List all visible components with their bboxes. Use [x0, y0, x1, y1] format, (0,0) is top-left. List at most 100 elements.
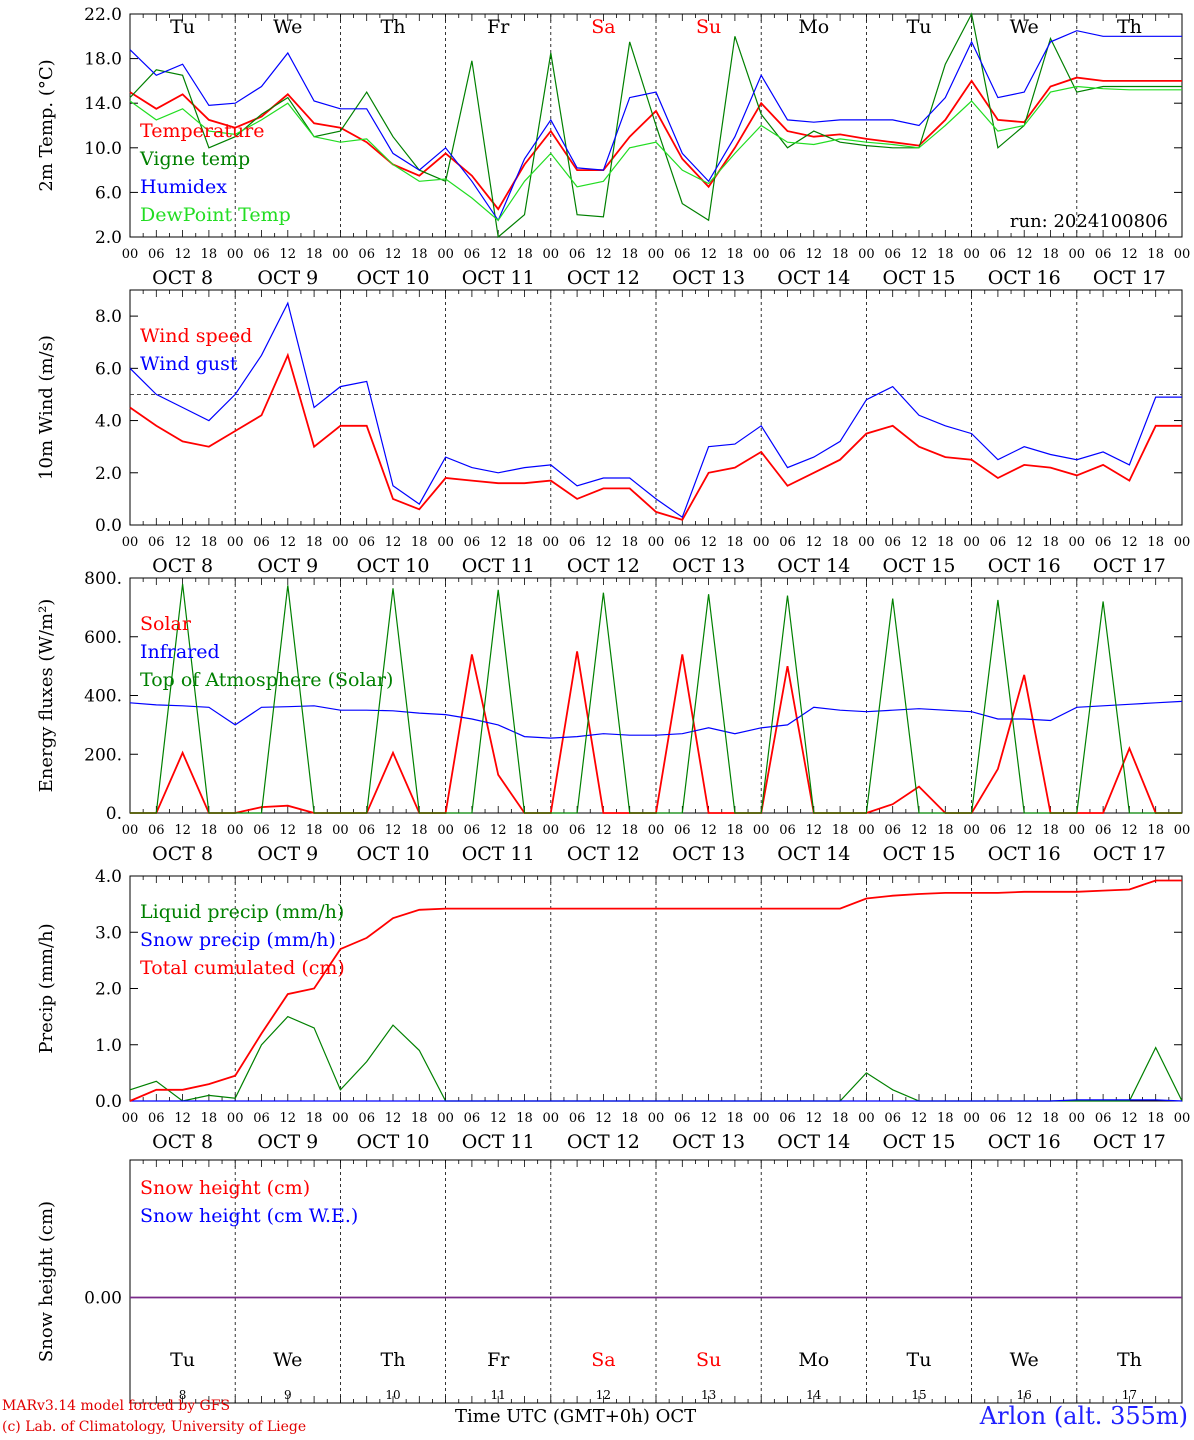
hour-tick-label: 00	[963, 535, 980, 550]
hour-tick-label: 00	[543, 535, 560, 550]
hour-tick-label: 18	[411, 535, 428, 550]
hour-tick-label: 06	[464, 823, 481, 838]
date-label: OCT 13	[672, 267, 745, 289]
hour-tick-label: 18	[832, 535, 849, 550]
y-tick-label: 3.0	[95, 923, 122, 943]
date-label: OCT 15	[882, 267, 955, 289]
weekday-label: Mo	[798, 1349, 829, 1371]
hour-tick-label: 06	[253, 1111, 270, 1126]
weekday-label: Tu	[907, 16, 932, 38]
hour-tick-label: 18	[306, 535, 323, 550]
hour-tick-label: 18	[1042, 247, 1059, 262]
date-label: OCT 9	[257, 843, 318, 865]
hour-tick-label: 00	[227, 247, 244, 262]
series-line	[129, 301, 1182, 519]
hour-tick-label: 18	[306, 823, 323, 838]
series-line	[129, 352, 1182, 521]
date-label: OCT 8	[152, 555, 213, 577]
date-label: OCT 14	[777, 555, 850, 577]
hour-tick-label: 18	[306, 247, 323, 262]
date-label: OCT 8	[152, 843, 213, 865]
hour-tick-label: 18	[621, 823, 638, 838]
hour-tick-label: 00	[227, 535, 244, 550]
hour-tick-label: 06	[1095, 247, 1112, 262]
hour-tick-label: 06	[253, 823, 270, 838]
hour-tick-label: 00	[753, 535, 770, 550]
weekday-label: Sa	[591, 16, 615, 38]
legend-entry: Temperature	[140, 120, 264, 142]
weekday-label: Th	[1117, 16, 1142, 38]
hour-tick-label: 06	[884, 247, 901, 262]
y-tick-label: 4.0	[95, 412, 122, 432]
model-credit: MARv3.14 model forced by GFS	[2, 1398, 231, 1414]
legend-entry: Humidex	[140, 176, 227, 198]
date-label: OCT 10	[356, 843, 429, 865]
weekday-label: Su	[696, 1349, 721, 1371]
hour-tick-label: 18	[201, 535, 218, 550]
hour-tick-label: 18	[1042, 535, 1059, 550]
hour-tick-label: 00	[648, 823, 665, 838]
hour-tick-label: 12	[911, 823, 928, 838]
hour-tick-label: 06	[884, 1111, 901, 1126]
hour-tick-label: 06	[253, 535, 270, 550]
day-number-label: 11	[491, 1388, 506, 1402]
hour-tick-label: 00	[753, 247, 770, 262]
hour-tick-label: 00	[858, 535, 875, 550]
date-label: OCT 16	[988, 843, 1061, 865]
hour-tick-label: 06	[884, 535, 901, 550]
hour-tick-label: 12	[700, 535, 717, 550]
y-tick-label: 800.	[84, 569, 122, 589]
hour-tick-label: 00	[963, 247, 980, 262]
hour-tick-label: 00	[753, 1111, 770, 1126]
date-label: OCT 15	[882, 843, 955, 865]
hour-tick-label: 06	[358, 1111, 375, 1126]
y-axis-title: Snow height (cm)	[36, 1201, 57, 1362]
hour-tick-label: 18	[516, 1111, 533, 1126]
hour-tick-label: 06	[358, 535, 375, 550]
date-label: OCT 12	[567, 1131, 640, 1153]
hour-tick-label: 06	[884, 823, 901, 838]
hour-tick-label: 00	[332, 247, 349, 262]
day-number-label: 12	[596, 1388, 611, 1402]
hour-tick-label: 18	[411, 247, 428, 262]
weekday-label: Fr	[487, 1349, 510, 1371]
legend-entry: Solar	[140, 613, 192, 635]
legend-entry: Snow height (cm)	[140, 1177, 310, 1199]
legend-entry: Snow precip (mm/h)	[140, 929, 336, 951]
hour-tick-label: 06	[1095, 1111, 1112, 1126]
hour-tick-label: 00	[858, 1111, 875, 1126]
hour-tick-label: 18	[727, 1111, 744, 1126]
day-number-label: 13	[701, 1388, 716, 1402]
hour-tick-label: 06	[253, 247, 270, 262]
date-label: OCT 11	[462, 1131, 535, 1153]
date-label: OCT 16	[988, 555, 1061, 577]
legend-entry: Top of Atmosphere (Solar)	[140, 669, 393, 691]
date-label: OCT 17	[1093, 267, 1166, 289]
hour-tick-label: 12	[174, 247, 191, 262]
hour-tick-label: 06	[779, 247, 796, 262]
run-label: run: 2024100806	[1010, 211, 1168, 232]
hour-tick-label: 00	[1069, 535, 1086, 550]
hour-tick-label: 00	[122, 823, 139, 838]
legend-entry: Wind gust	[140, 353, 238, 375]
hour-tick-label: 06	[779, 823, 796, 838]
hour-tick-label: 06	[674, 535, 691, 550]
hour-tick-label: 18	[937, 1111, 954, 1126]
date-label: OCT 17	[1093, 555, 1166, 577]
hour-tick-label: 18	[516, 247, 533, 262]
hour-tick-label: 00	[437, 1111, 454, 1126]
hour-tick-label: 00	[332, 823, 349, 838]
lab-credit: (c) Lab. of Climatology, University of L…	[2, 1419, 307, 1435]
hour-tick-label: 18	[937, 247, 954, 262]
date-label: OCT 8	[152, 267, 213, 289]
y-tick-label: 2.0	[95, 228, 122, 248]
time-axis-label: Time UTC (GMT+0h)	[455, 1406, 650, 1427]
hour-tick-label: 06	[990, 535, 1007, 550]
hour-tick-label: 06	[990, 823, 1007, 838]
y-axis-title: Energy fluxes (W/m²)	[36, 599, 57, 793]
hour-tick-label: 06	[464, 1111, 481, 1126]
hour-tick-label: 12	[911, 535, 928, 550]
hour-tick-label: 12	[385, 823, 402, 838]
hour-tick-label: 06	[569, 823, 586, 838]
